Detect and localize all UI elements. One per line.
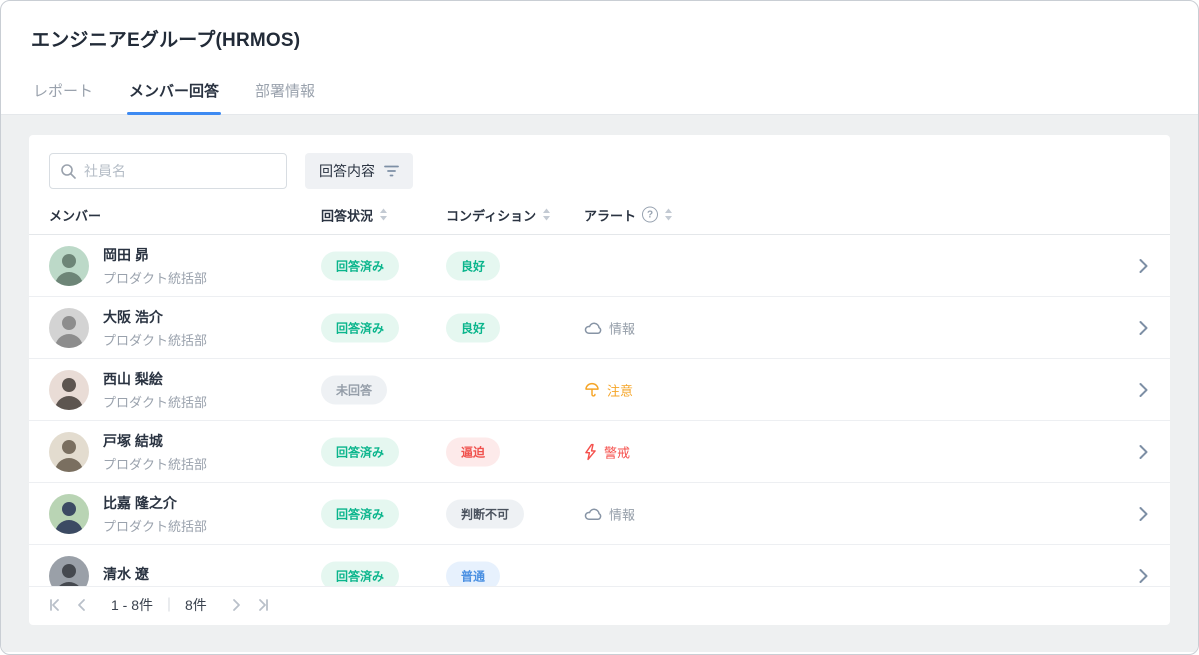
member-name: 西山 梨絵 — [103, 370, 163, 387]
last-page-button[interactable] — [249, 592, 275, 618]
avatar — [49, 369, 89, 410]
first-page-button[interactable] — [43, 592, 69, 618]
condition-badge: 良好 — [446, 313, 501, 342]
tab-department-info[interactable]: 部署情報 — [255, 83, 316, 100]
next-page-button[interactable] — [223, 592, 249, 618]
condition-badge: 良好 — [446, 251, 501, 280]
member-cell: 岡田 昴 プロダクト統括部 — [49, 245, 207, 287]
column-header-alert: アラート ? — [584, 205, 673, 224]
table-row[interactable]: 清水 遼 回答済み 普通 — [29, 545, 1170, 586]
column-label-member: メンバー — [49, 208, 102, 223]
column-header-condition: コンディション — [446, 205, 551, 224]
pagination-summary: 1 - 8件 ｜ 8件 — [111, 595, 207, 615]
member-cell: 戸塚 結城 プロダクト統括部 — [49, 431, 207, 473]
status-badge: 回答済み — [321, 251, 400, 280]
chevron-right-icon — [1139, 444, 1148, 459]
cloud-icon — [584, 506, 602, 521]
column-label-alert: アラート — [584, 208, 637, 223]
page-title: エンジニアEグループ(HRMOS) — [31, 30, 301, 51]
status-badge: 回答済み — [321, 437, 400, 466]
condition-badge: 判断不可 — [446, 499, 525, 528]
chevron-right-icon — [1139, 568, 1148, 583]
chevron-right-icon — [1139, 382, 1148, 397]
search-box[interactable] — [49, 153, 287, 189]
chevron-right-icon — [1139, 506, 1148, 521]
alert-cell: 注意 — [584, 380, 633, 399]
umbrella-icon — [584, 381, 600, 398]
toolbar: 回答内容 — [29, 135, 1170, 195]
alert-cell: 情報 — [584, 318, 635, 337]
avatar — [49, 245, 89, 286]
column-label-condition: コンディション — [446, 208, 537, 223]
avatar — [49, 307, 89, 348]
column-header-member: メンバー — [49, 205, 101, 224]
member-department: プロダクト統括部 — [103, 332, 208, 348]
lightning-icon — [584, 443, 597, 460]
filter-icon — [384, 165, 399, 177]
member-name: 戸塚 結城 — [103, 432, 163, 449]
member-department: プロダクト統括部 — [103, 518, 208, 534]
cloud-icon — [584, 320, 602, 335]
avatar — [49, 431, 89, 472]
member-name: 清水 遼 — [103, 566, 149, 582]
condition-badge: 逼迫 — [446, 437, 501, 466]
status-badge: 未回答 — [321, 375, 388, 404]
tab-member-answers[interactable]: メンバー回答 — [127, 80, 222, 115]
pagination-separator: ｜ — [162, 597, 177, 613]
sort-status-icon[interactable] — [379, 208, 388, 222]
column-header-status: 回答状況 — [321, 205, 388, 224]
chevron-right-icon — [1139, 320, 1148, 335]
column-label-status: 回答状況 — [321, 208, 374, 223]
alert-label: 警戒 — [604, 445, 631, 460]
table-row[interactable]: 西山 梨絵 プロダクト統括部 未回答 注意 — [29, 359, 1170, 421]
search-icon — [60, 163, 76, 179]
alert-cell: 情報 — [584, 504, 635, 523]
table-row[interactable]: 大阪 浩介 プロダクト統括部 回答済み 良好 情報 — [29, 297, 1170, 359]
table-body: 岡田 昴 プロダクト統括部 回答済み 良好 大阪 浩介 プロダクト統括部 — [29, 235, 1170, 586]
employee-search-input[interactable] — [84, 163, 276, 179]
sort-alert-icon[interactable] — [664, 208, 673, 222]
alert-label: 情報 — [609, 507, 636, 522]
pagination-bar: 1 - 8件 ｜ 8件 — [29, 586, 1170, 623]
answer-filter-button[interactable]: 回答内容 — [305, 153, 413, 189]
avatar — [49, 493, 89, 534]
status-badge: 回答済み — [321, 313, 400, 342]
filter-button-label: 回答内容 — [319, 163, 375, 179]
member-name: 岡田 昴 — [103, 246, 149, 263]
member-table-panel: 回答内容 メンバー 回答状況 コンディション — [29, 135, 1170, 625]
table-row[interactable]: 戸塚 結城 プロダクト統括部 回答済み 逼迫 警戒 — [29, 421, 1170, 483]
alert-help-icon[interactable]: ? — [642, 206, 659, 223]
status-badge: 回答済み — [321, 499, 400, 528]
member-cell: 比嘉 隆之介 プロダクト統括部 — [49, 493, 207, 535]
member-cell: 清水 遼 — [49, 555, 149, 586]
avatar — [49, 555, 89, 586]
table-header: メンバー 回答状況 コンディション アラート ? — [29, 195, 1170, 235]
alert-label: 情報 — [609, 321, 636, 336]
member-name: 大阪 浩介 — [103, 308, 163, 325]
tab-bar: レポート メンバー回答 部署情報 — [1, 80, 1198, 115]
member-department: プロダクト統括部 — [103, 270, 208, 286]
table-row[interactable]: 岡田 昴 プロダクト統括部 回答済み 良好 — [29, 235, 1170, 297]
member-cell: 西山 梨絵 プロダクト統括部 — [49, 369, 207, 411]
prev-page-button[interactable] — [69, 592, 95, 618]
tab-report[interactable]: レポート — [33, 83, 94, 100]
content-area: 回答内容 メンバー 回答状況 コンディション — [1, 115, 1198, 652]
sort-condition-icon[interactable] — [542, 208, 551, 222]
alert-cell: 警戒 — [584, 442, 630, 461]
member-department: プロダクト統括部 — [103, 394, 208, 410]
alert-label: 注意 — [607, 383, 634, 398]
member-department: プロダクト統括部 — [103, 456, 208, 472]
status-badge: 回答済み — [321, 561, 400, 586]
condition-badge: 普通 — [446, 561, 501, 586]
table-row[interactable]: 比嘉 隆之介 プロダクト統括部 回答済み 判断不可 情報 — [29, 483, 1170, 545]
chevron-right-icon — [1139, 258, 1148, 273]
member-name: 比嘉 隆之介 — [103, 494, 177, 511]
member-cell: 大阪 浩介 プロダクト統括部 — [49, 307, 207, 349]
pagination-total: 8件 — [185, 597, 207, 613]
pagination-range: 1 - 8件 — [111, 597, 154, 613]
